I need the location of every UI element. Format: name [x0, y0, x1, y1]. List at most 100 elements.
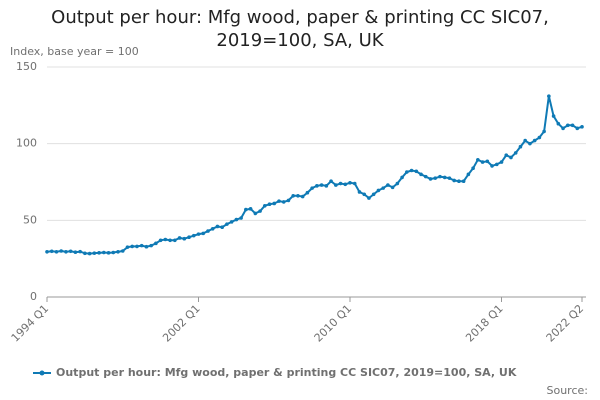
marker — [206, 229, 210, 233]
marker — [438, 174, 442, 179]
marker — [291, 194, 295, 198]
marker — [281, 200, 286, 204]
marker — [305, 190, 310, 195]
marker — [324, 184, 329, 188]
marker — [191, 233, 196, 238]
marker — [239, 216, 243, 220]
marker — [225, 222, 229, 226]
marker — [528, 141, 532, 146]
marker — [196, 232, 201, 236]
y-tick-label: 50 — [23, 213, 37, 226]
marker — [182, 236, 187, 241]
marker — [457, 179, 461, 184]
marker — [480, 160, 485, 164]
y-tick-label: 100 — [16, 137, 37, 150]
marker — [580, 125, 584, 129]
marker — [518, 144, 523, 149]
marker — [296, 194, 300, 198]
x-tick-label: 2022 Q2 — [544, 302, 587, 345]
x-tick-label: 2018 Q1 — [463, 302, 506, 345]
marker — [561, 126, 565, 131]
marker — [471, 166, 475, 170]
marker — [49, 249, 54, 254]
y-axis-label: Index, base year = 100 — [10, 45, 139, 58]
marker — [400, 175, 404, 180]
x-tick-label: 2002 Q1 — [160, 302, 203, 345]
marker — [362, 192, 367, 197]
marker — [158, 238, 163, 243]
legend-label: Output per hour: Mfg wood, paper & print… — [56, 366, 517, 379]
x-tick-label: 1994 Q1 — [9, 302, 52, 345]
marker — [570, 123, 575, 128]
marker — [87, 251, 92, 256]
marker — [315, 184, 319, 188]
marker — [537, 135, 542, 140]
marker — [262, 203, 267, 208]
marker — [409, 168, 414, 173]
marker — [414, 169, 419, 174]
marker — [135, 244, 139, 249]
marker — [390, 185, 395, 190]
marker — [45, 249, 49, 254]
marker — [428, 177, 433, 181]
marker — [504, 153, 509, 157]
y-tick-label: 0 — [30, 290, 37, 303]
marker — [499, 160, 504, 164]
marker — [509, 155, 513, 160]
marker — [215, 224, 220, 229]
marker — [220, 225, 224, 230]
marker — [272, 201, 277, 206]
marker — [244, 207, 248, 212]
marker — [376, 188, 381, 193]
marker — [168, 238, 172, 243]
marker — [547, 94, 551, 98]
marker — [54, 249, 59, 254]
marker — [433, 176, 438, 180]
marker — [139, 243, 144, 248]
marker — [97, 251, 101, 255]
chart-title: Output per hour: Mfg wood, paper & print… — [51, 7, 549, 51]
marker — [575, 126, 580, 131]
line — [46, 95, 583, 255]
marker — [267, 202, 272, 207]
marker — [106, 251, 111, 255]
marker — [120, 249, 125, 253]
marker — [78, 249, 82, 254]
marker — [177, 236, 182, 240]
marker — [447, 176, 452, 180]
marker — [59, 249, 64, 253]
marker — [338, 181, 343, 186]
marker — [187, 235, 191, 239]
marker — [92, 251, 97, 255]
marker — [334, 183, 338, 187]
marker — [452, 178, 456, 183]
marker — [348, 180, 352, 185]
marker — [395, 181, 400, 186]
x-tick-label: 2010 Q1 — [312, 302, 355, 345]
marker — [352, 181, 357, 186]
marker — [461, 179, 466, 184]
marker — [163, 237, 168, 242]
marker — [229, 220, 234, 224]
marker — [367, 196, 371, 200]
marker — [173, 238, 177, 243]
marker — [565, 123, 570, 128]
marker — [442, 175, 447, 180]
marker — [300, 194, 305, 199]
y-tick-label: 150 — [16, 60, 37, 73]
marker — [371, 192, 376, 197]
marker — [154, 241, 158, 246]
marker — [386, 183, 390, 187]
marker — [523, 138, 527, 143]
marker — [253, 211, 258, 216]
legend-marker — [39, 370, 45, 376]
marker — [248, 207, 253, 211]
marker — [556, 121, 561, 126]
marker — [476, 157, 480, 162]
marker — [277, 199, 281, 203]
marker — [83, 251, 87, 256]
marker — [485, 159, 490, 164]
marker — [116, 249, 120, 254]
marker — [405, 170, 409, 174]
